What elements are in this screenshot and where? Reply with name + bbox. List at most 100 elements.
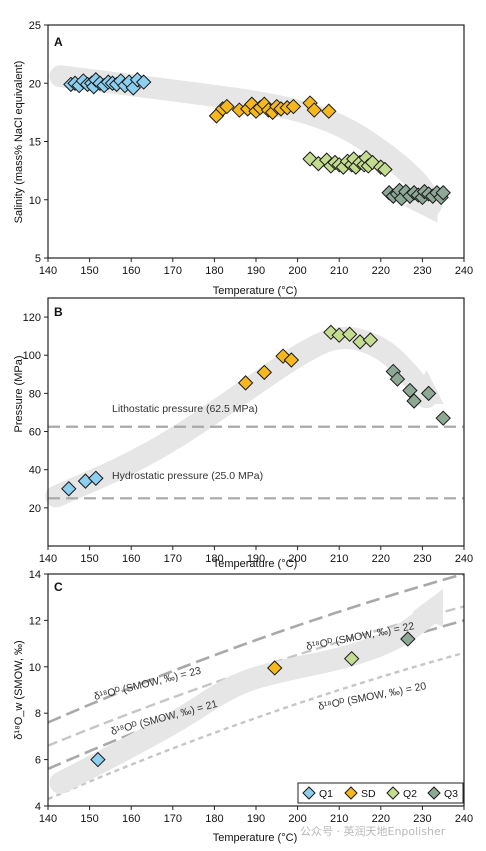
isopleth-label-23: δ¹⁸Oᴰ (SMOW, ‰) = 23	[93, 665, 203, 703]
panel-c-marker-q1	[90, 751, 106, 768]
panel-a-x-tick-label: 230	[413, 265, 431, 277]
panel-b-marker-q3	[435, 410, 451, 426]
panel-b-frame	[47, 297, 465, 547]
panel-c-y-tick-label: 14	[29, 569, 41, 581]
panel-a-x-tick-label: 220	[372, 265, 390, 277]
isopleth-line-23	[48, 574, 464, 724]
panel-c-x-tick-label: 240	[455, 813, 473, 825]
panel-a-marker-sd	[306, 102, 322, 118]
watermark-text: 公众号 · 英润天地Enpolisher	[300, 824, 446, 838]
panel-b-trend-arrow	[45, 326, 443, 508]
legend-label-sd: SD	[361, 788, 376, 800]
panel-a-marker-q3	[435, 185, 451, 201]
panel-b-y-tick-label: 80	[29, 388, 41, 400]
isopleth-label-20: δ¹⁸Oᴰ (SMOW, ‰) = 20	[317, 680, 427, 713]
panel-a-trend-arrow	[49, 65, 444, 230]
panel-b-marker-sd	[275, 348, 291, 364]
panel-a-x-tick-label: 150	[80, 265, 98, 277]
panel-b-x-axis-label: Temperature (°C)	[213, 558, 297, 570]
panel-b: Lithostatic pressure (62.5 MPa) Hydrosta…	[13, 297, 473, 570]
panel-b-x-tick-label: 240	[455, 553, 473, 565]
panel-b-marker-sd	[237, 375, 254, 391]
panel-c-x-tick-label: 230	[413, 813, 431, 825]
legend-box	[297, 782, 464, 804]
panel-b-x-tick-label: 200	[288, 553, 306, 565]
panel-c-x-tick-label: 190	[247, 813, 265, 825]
panel-b-marker-q3	[406, 393, 422, 409]
panel-c-axes: 140 150 160 170 180 190 200 210 220 230 240 4 6 8 10 12…	[29, 569, 473, 825]
panel-a-x-tick-label: 200	[288, 265, 306, 277]
panel-a-x-tick-label: 240	[455, 265, 473, 277]
panel-b-letter: B	[54, 305, 63, 319]
panel-b-background-layer	[45, 326, 464, 508]
panel-c-x-axis-label: Temperature (°C)	[213, 832, 297, 844]
panel-c-letter: C	[54, 580, 63, 594]
panel-a-marker-sd	[285, 98, 302, 115]
panel-c-x-tick-label: 220	[372, 813, 390, 825]
panel-a-y-tick-label: 10	[29, 195, 41, 207]
panel-c-y-tick-label: 4	[35, 801, 41, 813]
panel-c-x-tick-label: 160	[122, 813, 140, 825]
panel-c-marker-q2	[343, 650, 360, 667]
panel-b-x-tick-label: 160	[122, 553, 140, 565]
panel-a-y-tick-label: 15	[29, 137, 41, 149]
panel-c: δ¹⁸Oᴰ (SMOW, ‰) = 23 δ¹⁸Oᴰ (SMOW, ‰) = 2…	[13, 569, 473, 844]
legend-label-q1: Q1	[319, 788, 333, 800]
panel-a-x-tick-label: 170	[164, 265, 182, 277]
panel-a-x-tick-label: 140	[39, 265, 57, 277]
panel-c-marker-q3	[400, 631, 416, 647]
panel-b-x-tick-label: 190	[247, 553, 265, 565]
panel-a-axes: 140 150 160 170 180 190 200 210 220 230 240 5 10 15 20…	[29, 20, 473, 277]
panel-a-x-tick-label: 210	[330, 265, 348, 277]
panel-b-marker-q1	[88, 470, 104, 486]
panel-b-y-tick-label: 20	[29, 503, 41, 515]
panel-b-x-tick-label: 150	[80, 553, 98, 565]
panel-b-y-tick-label: 40	[29, 465, 41, 477]
panel-b-axes: 140 150 160 170 180 190 200 210 220 230 240 20 40 60 8…	[23, 297, 473, 565]
panel-c-x-tick-label: 140	[39, 813, 57, 825]
panel-a-x-tick-label: 190	[247, 265, 265, 277]
panel-b-marker-q3	[420, 385, 437, 402]
panel-c-x-tick-label: 150	[80, 813, 98, 825]
panel-c-y-tick-label: 6	[35, 755, 41, 767]
panel-c-y-tick-label: 8	[35, 708, 41, 720]
legend-marker-q2	[386, 786, 400, 800]
lithostatic-pressure-label: Lithostatic pressure (62.5 MPa)	[112, 403, 258, 415]
panel-a: 140 150 160 170 180 190 200 210 220 230 240 5 10 15 20…	[13, 20, 473, 297]
panel-b-y-axis-label: Pressure (MPa)	[13, 355, 25, 432]
panel-b-y-tick-label: 60	[29, 427, 41, 439]
panel-a-y-tick-label: 25	[29, 20, 41, 32]
panel-c-x-tick-label: 210	[330, 813, 348, 825]
panel-b-x-tick-label: 180	[205, 553, 223, 565]
legend-label-q3: Q3	[444, 788, 458, 800]
legend-marker-q3	[427, 786, 441, 800]
panel-b-marker-q2	[341, 326, 358, 342]
panel-b-x-tick-label: 170	[164, 553, 182, 565]
panel-a-background-layer	[49, 65, 444, 230]
panel-c-y-tick-label: 10	[29, 662, 41, 674]
isopleth-line-20	[48, 651, 464, 801]
panel-c-y-axis-label: δ¹⁸O_w (SMOW, ‰)	[13, 640, 25, 739]
panel-b-marker-sd	[256, 364, 273, 381]
panel-b-marker-q2	[362, 332, 379, 348]
panel-a-y-axis-label: Salinity (mass% NaCl equivalent)	[13, 61, 25, 224]
panel-c-x-tick-label: 170	[164, 813, 182, 825]
panel-a-y-tick-label: 20	[29, 78, 41, 90]
panel-a-marker-sd	[219, 98, 235, 115]
panel-a-marker-q1	[135, 74, 152, 90]
panel-a-marker-sd	[321, 103, 337, 119]
panel-b-x-tick-label: 220	[372, 553, 390, 565]
panel-b-data-markers	[61, 324, 451, 497]
legend-marker-q1	[302, 786, 316, 800]
panel-b-x-tick-label: 210	[330, 553, 348, 565]
legend-label-q2: Q2	[403, 788, 417, 800]
panel-a-x-tick-label: 160	[122, 265, 140, 277]
panel-b-x-tick-label: 230	[413, 553, 431, 565]
panel-c-data-markers	[90, 631, 416, 768]
legend-marker-sd	[344, 786, 358, 800]
panel-b-marker-q1	[61, 481, 77, 497]
hydrostatic-pressure-label: Hydrostatic pressure (25.0 MPa)	[112, 470, 263, 482]
panel-a-x-axis-label: Temperature (°C)	[213, 285, 297, 297]
panel-a-x-tick-label: 180	[205, 265, 223, 277]
